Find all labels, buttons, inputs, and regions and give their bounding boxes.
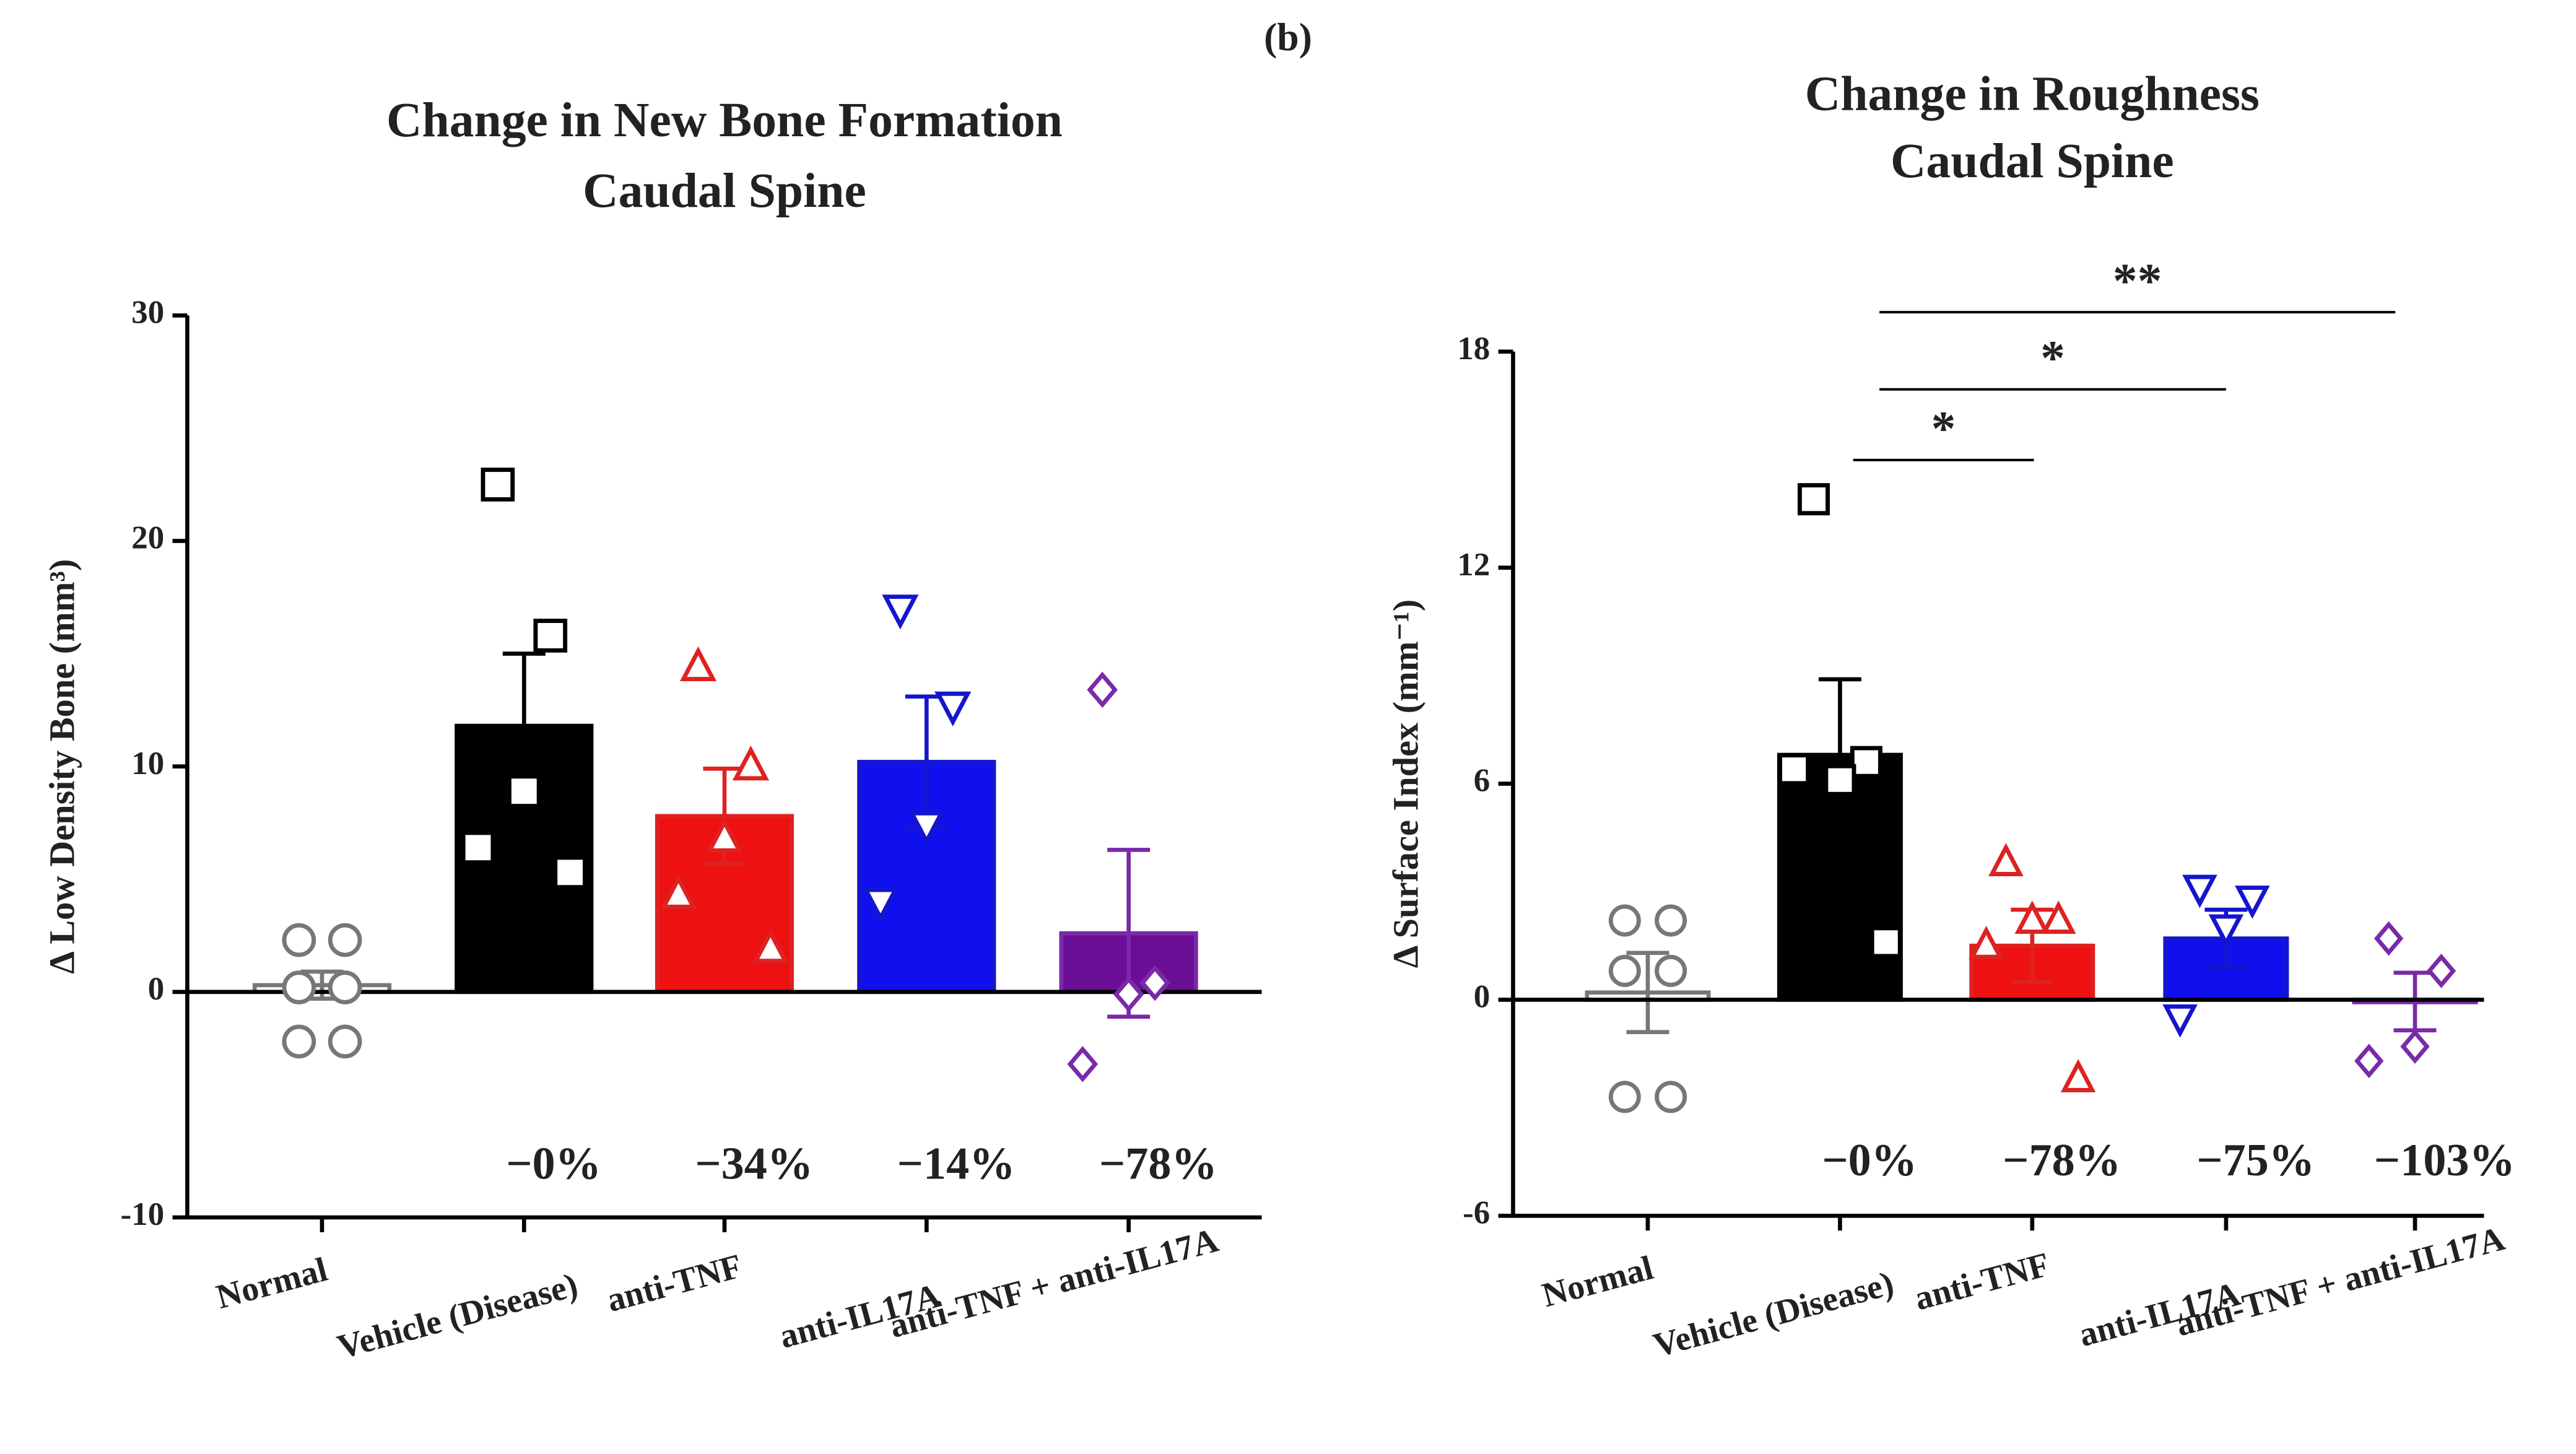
significance-label: ** xyxy=(2113,254,2162,308)
data-point xyxy=(328,923,362,957)
chart-title: Change in Roughness xyxy=(1805,66,2260,121)
data-point xyxy=(282,923,316,957)
data-point xyxy=(1850,746,1882,778)
y-tick-label: 0 xyxy=(148,971,165,1007)
data-point xyxy=(862,887,899,923)
chart-title: Caudal Spine xyxy=(1891,134,2174,188)
data-point xyxy=(660,874,697,909)
percent-label: −75% xyxy=(2196,1135,2315,1186)
data-point xyxy=(481,468,515,502)
data-point xyxy=(2426,954,2456,988)
data-point xyxy=(1969,925,2004,959)
percent-label: −0% xyxy=(506,1138,601,1189)
data-point xyxy=(2041,900,2076,934)
data-point xyxy=(908,811,945,847)
figure-label: (b) xyxy=(1264,15,1312,59)
data-point xyxy=(533,619,568,653)
data-point xyxy=(752,928,789,964)
data-point xyxy=(2014,900,2050,934)
y-axis-label: Δ Surface Index (mm⁻¹) xyxy=(1386,599,1426,968)
percent-label: −103% xyxy=(2374,1135,2515,1186)
data-point xyxy=(1608,904,1641,937)
y-tick-label: 30 xyxy=(131,295,164,331)
data-point xyxy=(2400,1029,2430,1064)
data-point xyxy=(2208,914,2244,948)
data-point xyxy=(282,970,316,1004)
data-point xyxy=(2162,1004,2198,1038)
data-point xyxy=(461,830,495,865)
y-axis-label: Δ Low Density Bone (mm³) xyxy=(42,559,82,974)
y-tick-label: -10 xyxy=(121,1196,165,1232)
data-point xyxy=(1655,1081,1687,1113)
data-point xyxy=(1988,843,2024,876)
percent-label: −14% xyxy=(897,1138,1016,1189)
data-point xyxy=(882,594,919,630)
data-point xyxy=(328,970,362,1004)
data-point xyxy=(328,1024,362,1059)
data-point xyxy=(1869,926,1902,959)
data-point xyxy=(1778,753,1811,786)
significance-label: * xyxy=(1931,402,1956,456)
data-point xyxy=(553,855,587,890)
data-point xyxy=(507,774,541,809)
data-point xyxy=(1113,976,1144,1012)
data-point xyxy=(1797,483,1830,516)
y-tick-label: 0 xyxy=(1474,979,1490,1015)
data-point xyxy=(1608,1081,1641,1113)
data-point xyxy=(732,746,770,781)
data-point xyxy=(679,646,717,682)
percent-label: −78% xyxy=(2003,1135,2121,1186)
data-point xyxy=(934,691,972,727)
percent-label: −78% xyxy=(1099,1138,1217,1189)
percent-label: −34% xyxy=(695,1138,813,1189)
y-tick-label: 10 xyxy=(131,746,164,781)
data-point xyxy=(1608,954,1641,987)
data-point xyxy=(2182,874,2217,908)
y-tick-label: 6 xyxy=(1474,763,1490,799)
percent-label: −0% xyxy=(1822,1135,1917,1186)
chart-title: Change in New Bone Formation xyxy=(386,93,1063,147)
data-point xyxy=(706,817,743,853)
significance-label: * xyxy=(2040,331,2065,386)
data-point xyxy=(2354,1043,2384,1079)
data-point xyxy=(282,1024,316,1059)
data-point xyxy=(1067,1046,1099,1082)
data-point xyxy=(1655,954,1687,987)
data-point xyxy=(2060,1059,2096,1092)
data-point xyxy=(1087,671,1118,708)
y-tick-label: -6 xyxy=(1463,1195,1490,1230)
data-point xyxy=(1139,965,1170,1001)
y-tick-label: 18 xyxy=(1457,331,1490,367)
data-point xyxy=(2235,886,2270,919)
y-tick-label: 20 xyxy=(131,520,164,556)
chart-title: Caudal Spine xyxy=(583,163,866,218)
data-point xyxy=(1655,904,1687,937)
y-tick-label: 12 xyxy=(1457,547,1490,583)
data-point xyxy=(2374,921,2404,956)
data-point xyxy=(1824,764,1856,796)
